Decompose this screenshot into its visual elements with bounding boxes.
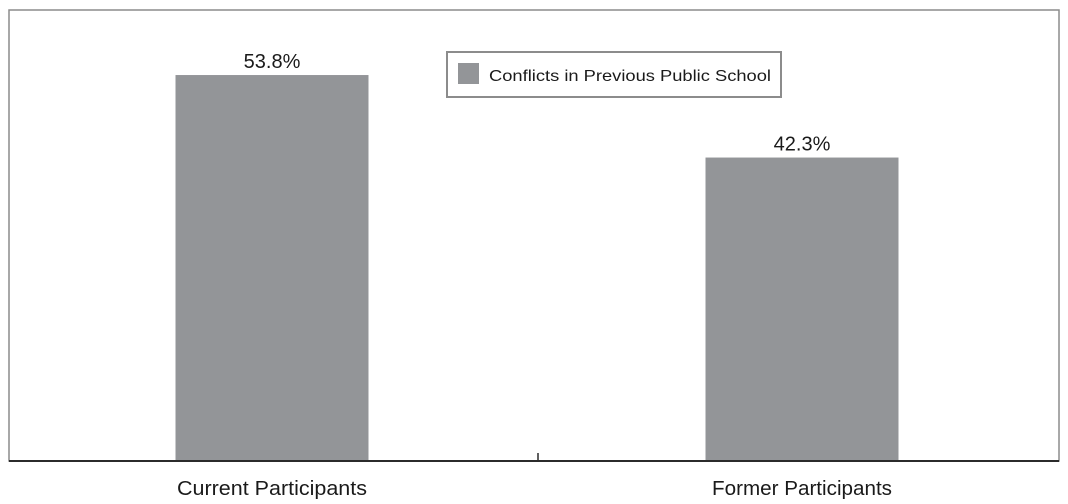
legend: Conflicts in Previous Public School	[446, 51, 782, 98]
bar-former-participants	[705, 157, 899, 461]
x-tick-label-current-participants: Current Participants	[177, 478, 367, 500]
legend-swatch	[458, 63, 479, 84]
bars-layer	[175, 75, 899, 461]
data-labels-layer: 53.8% 42.3%	[244, 51, 831, 156]
legend-box	[446, 51, 782, 98]
legend-label: Conflicts in Previous Public School	[489, 68, 771, 85]
data-label-former-participants: 42.3%	[774, 134, 831, 156]
data-label-current-participants: 53.8%	[244, 51, 301, 73]
x-tick-label-former-participants: Former Participants	[712, 478, 892, 500]
bar-current-participants	[175, 75, 369, 461]
